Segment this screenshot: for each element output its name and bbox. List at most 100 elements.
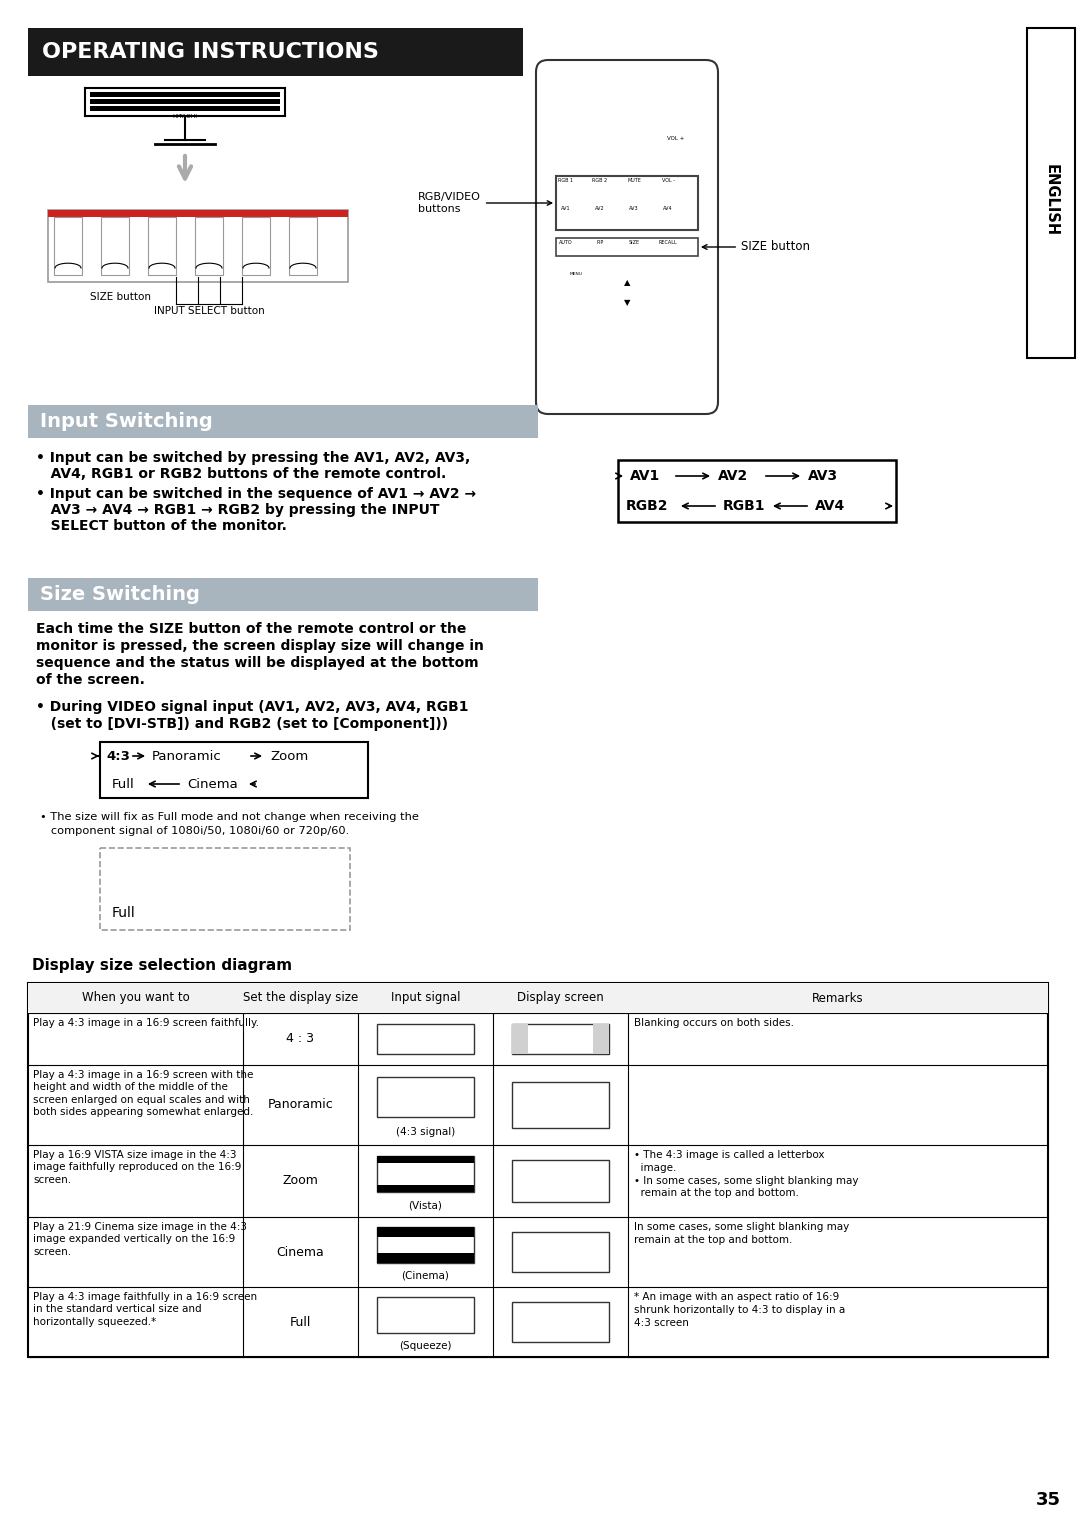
Text: AV3: AV3 [808,469,838,483]
Text: RGB1: RGB1 [723,500,766,513]
Circle shape [557,183,575,202]
Text: VOL +: VOL + [667,136,685,142]
Circle shape [63,235,73,246]
Circle shape [519,1314,534,1329]
Circle shape [384,1089,401,1105]
Circle shape [591,211,609,229]
Circle shape [569,93,591,115]
Circle shape [450,1089,467,1105]
Circle shape [586,1097,603,1114]
Bar [195,217,222,275]
Bar [556,238,698,257]
Bar [90,92,280,96]
Text: OPERATING INSTRUCTIONS: OPERATING INSTRUCTIONS [42,41,379,63]
Bar [242,217,270,275]
Text: AV3 → AV4 → RGB1 → RGB2 by pressing the INPUT: AV3 → AV4 → RGB1 → RGB2 by pressing the … [36,503,440,516]
Text: PIP: PIP [596,240,604,244]
Text: Display size selection diagram: Display size selection diagram [32,958,292,973]
Text: SIZE button: SIZE button [702,240,810,254]
Bar [377,1297,474,1332]
Circle shape [659,183,677,202]
Bar [90,99,280,104]
Text: AV1: AV1 [630,469,660,483]
Text: Zoom: Zoom [270,750,308,762]
Text: ▼: ▼ [624,298,631,307]
Text: * An image with an aspect ratio of 16:9
shrunk horizontally to 4:3 to display in: * An image with an aspect ratio of 16:9 … [634,1293,846,1328]
Circle shape [109,235,121,246]
Bar [148,217,176,275]
Text: When you want to: When you want to [82,992,189,1004]
Bar [54,217,82,275]
Text: 4:3: 4:3 [106,750,130,762]
Text: of the screen.: of the screen. [36,672,145,688]
Text: (4:3 signal): (4:3 signal) [396,1126,455,1137]
Text: Zoom: Zoom [283,1175,319,1187]
Text: Remarks: Remarks [812,992,864,1004]
Text: • During VIDEO signal input (AV1, AV2, AV3, AV4, RGB1: • During VIDEO signal input (AV1, AV2, A… [36,700,469,714]
Circle shape [198,231,220,252]
Text: AUTO: AUTO [559,240,572,244]
Circle shape [418,1238,433,1253]
Text: MUTE: MUTE [627,177,640,183]
Text: ▲: ▲ [624,278,631,287]
Circle shape [245,231,267,252]
Text: SIZE button: SIZE button [90,292,150,303]
Circle shape [57,231,79,252]
Circle shape [625,183,643,202]
Bar [28,28,523,76]
Text: Panoramic: Panoramic [268,1099,334,1111]
Text: Full: Full [112,778,135,790]
Circle shape [667,263,689,286]
Bar [512,1160,609,1201]
Text: INPUT SELECT button: INPUT SELECT button [153,306,265,316]
Text: (Squeeze): (Squeeze) [400,1342,451,1351]
Bar [377,1155,474,1163]
Circle shape [546,1091,575,1118]
Text: • Input can be switched in the sequence of AV1 → AV2 →: • Input can be switched in the sequence … [36,487,476,501]
Bar [100,848,350,931]
Bar [28,983,1048,1357]
Bar [289,217,318,275]
Bar [28,578,538,611]
Bar [556,176,698,231]
Bar [377,1184,474,1192]
Text: AV4: AV4 [815,500,846,513]
Circle shape [151,231,173,252]
Bar [28,983,1048,1013]
Bar [512,1302,609,1342]
Bar [512,1232,609,1273]
Text: Panoramic: Panoramic [152,750,221,762]
Bar [377,1155,474,1192]
Circle shape [453,1167,464,1180]
Text: RECALL: RECALL [659,240,677,244]
FancyBboxPatch shape [536,60,718,414]
Bar [377,1024,474,1054]
Text: • The 4:3 image is called a letterbox
  image.
• In some cases, some slight blan: • The 4:3 image is called a letterbox im… [634,1151,859,1198]
Circle shape [413,1083,438,1109]
Bar [512,1024,609,1054]
Text: Full: Full [289,1316,311,1328]
Circle shape [203,235,215,246]
Bar [593,1024,609,1054]
Circle shape [588,1174,602,1189]
Text: AV1: AV1 [562,206,571,211]
Text: AV3: AV3 [630,206,638,211]
Text: In some cases, some slight blanking may
remain at the top and bottom.: In some cases, some slight blanking may … [634,1222,849,1245]
Bar [377,1227,474,1262]
Circle shape [557,211,575,229]
Circle shape [518,1097,535,1114]
Circle shape [416,1030,435,1048]
Circle shape [417,1164,434,1183]
Bar [377,1227,474,1238]
Circle shape [552,1030,569,1048]
Circle shape [625,211,643,229]
Bar [48,209,348,283]
Text: (set to [DVI-STB]) and RGB2 (set to [Component])): (set to [DVI-STB]) and RGB2 (set to [Com… [36,717,448,730]
Circle shape [157,235,167,246]
Circle shape [519,1245,534,1259]
Circle shape [548,1169,573,1193]
Text: Display screen: Display screen [517,992,604,1004]
Text: Cinema: Cinema [187,778,238,790]
Bar [1027,28,1075,358]
Bar [102,217,129,275]
